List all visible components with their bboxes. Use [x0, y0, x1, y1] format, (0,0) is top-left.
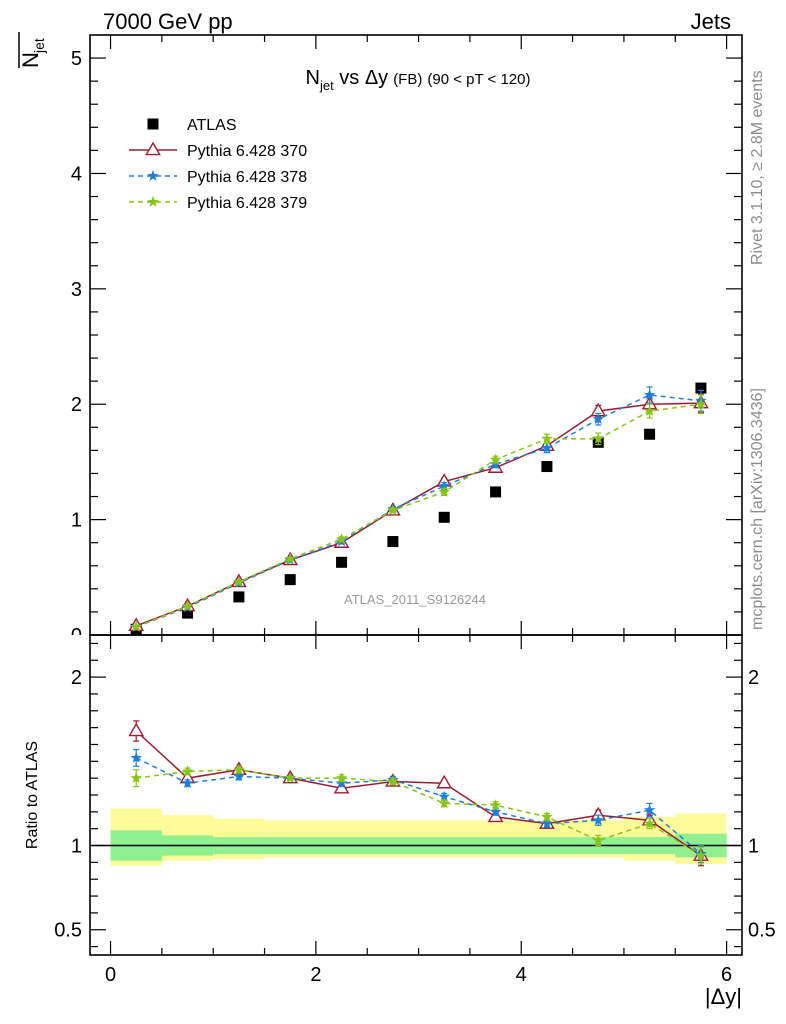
ratio-point	[541, 817, 553, 829]
ratio-point	[387, 775, 399, 787]
ratio-series-line	[135, 757, 702, 855]
ratio-point	[643, 804, 656, 815]
ratio-frame	[89, 634, 743, 956]
title-cut: (90 < pT < 120)	[427, 71, 530, 88]
legend-marker	[145, 141, 161, 156]
legend-marker	[147, 170, 159, 181]
ratio-point	[643, 817, 656, 829]
ratio-point	[181, 765, 194, 777]
data-point	[643, 405, 656, 416]
legend: ATLAS Pythia 6.428 370 Pythia 6.428 378 Pyt…	[129, 117, 307, 212]
data-point	[284, 552, 296, 564]
ratio-point	[335, 777, 348, 789]
data-point	[336, 556, 348, 568]
legend-marker	[147, 196, 159, 207]
plot-title: Njet vs Δy (FB) (90 < pT < 120)	[306, 67, 531, 93]
y-tick-label: 1	[71, 510, 82, 532]
ratio-series-line	[136, 768, 702, 857]
ratio-point	[438, 790, 450, 802]
ratio-y-tick-label-right: 0.5	[748, 920, 776, 942]
mcplots-label: mcplots.cern.ch [arXiv:1306.3436]	[749, 388, 766, 630]
data-point	[233, 575, 245, 587]
category-label: Jets	[691, 9, 731, 34]
ratio-point	[335, 772, 348, 783]
ratio-point	[284, 772, 296, 783]
data-point	[592, 413, 604, 425]
energy-label: 7000 GeV pp	[103, 9, 233, 34]
data-point	[541, 461, 553, 473]
ratio-y-tick-label: 2	[71, 667, 82, 689]
x-tick-label: 6	[721, 964, 732, 986]
legend-marker	[147, 118, 159, 130]
title-fb: (FB)	[393, 71, 422, 88]
ratio-y-tick-label: 0.5	[54, 920, 82, 942]
legend-label: ATLAS	[187, 117, 237, 134]
y-tick-label: 5	[71, 48, 82, 70]
data-point	[541, 442, 553, 453]
legend-label: Pythia 6.428 370	[187, 143, 307, 160]
data-point	[592, 432, 604, 444]
data-point	[438, 511, 450, 523]
data-point	[438, 485, 450, 497]
ratio-y-tick-label: 1	[71, 836, 82, 858]
data-point	[182, 607, 194, 619]
data-point	[181, 600, 194, 611]
ratio-series-line	[135, 730, 702, 857]
series-line	[135, 403, 702, 628]
ratio-y-tick-label-right: 1	[748, 836, 759, 858]
data-point	[643, 389, 656, 400]
analysis-watermark: ATLAS_2011_S9126244	[344, 592, 486, 607]
ratio-point	[592, 834, 604, 846]
xaxis-label: |Δy|	[705, 984, 742, 1009]
ratio-point	[233, 770, 245, 782]
y-tick-label-zero: 0	[71, 625, 82, 647]
ratio-point	[130, 751, 142, 763]
main-panel: 1 2 3 4 5 0	[71, 34, 743, 647]
data-point	[541, 432, 553, 444]
x-tick-label: 4	[516, 964, 527, 986]
ratio-point	[695, 849, 707, 861]
data-point	[490, 486, 502, 498]
data-point	[233, 591, 245, 603]
ratio-point	[489, 805, 502, 817]
ratio-point	[128, 722, 145, 737]
ratio-y-tick-label-right: 2	[748, 667, 759, 689]
data-point	[695, 382, 707, 394]
ratio-point	[489, 799, 502, 810]
data-point	[335, 533, 348, 545]
main-ylabel: N jet	[18, 32, 47, 68]
title-vs: vs Δy	[334, 67, 388, 89]
x-tick-label: 0	[105, 964, 116, 986]
ratio-point	[541, 810, 553, 822]
ratio-point	[438, 797, 450, 809]
data-point	[438, 480, 450, 491]
ratio-point	[592, 814, 604, 826]
x-tick-label: 2	[310, 964, 321, 986]
data-point	[489, 453, 502, 465]
data-point	[695, 398, 707, 410]
data-point	[387, 536, 399, 548]
ratio-panel: 0 2 4 6 0.5 0.5 1 1 2 2	[54, 634, 776, 986]
legend-label: Pythia 6.428 379	[187, 195, 307, 212]
y-tick-label: 2	[71, 394, 82, 416]
data-point	[387, 504, 399, 516]
data-point	[130, 620, 142, 632]
series-line	[135, 394, 702, 628]
main-ylabel-sub: jet	[31, 38, 47, 54]
title-n: N	[306, 67, 320, 89]
data-point	[284, 574, 296, 586]
ratio-point	[233, 763, 245, 775]
y-tick-label: 3	[71, 279, 82, 301]
rivet-label: Rivet 3.1.10, ≥ 2.8M events	[749, 70, 766, 265]
main-ylabel-n: N	[18, 52, 43, 68]
ratio-ylabel: Ratio to ATLAS	[24, 741, 41, 849]
ratio-point	[181, 777, 194, 789]
legend-label: Pythia 6.428 378	[187, 169, 307, 186]
y-tick-label: 4	[71, 163, 82, 185]
ratio-point	[130, 772, 142, 783]
ratio-point	[436, 774, 453, 789]
title-sub: jet	[319, 78, 334, 93]
data-point	[644, 428, 656, 440]
